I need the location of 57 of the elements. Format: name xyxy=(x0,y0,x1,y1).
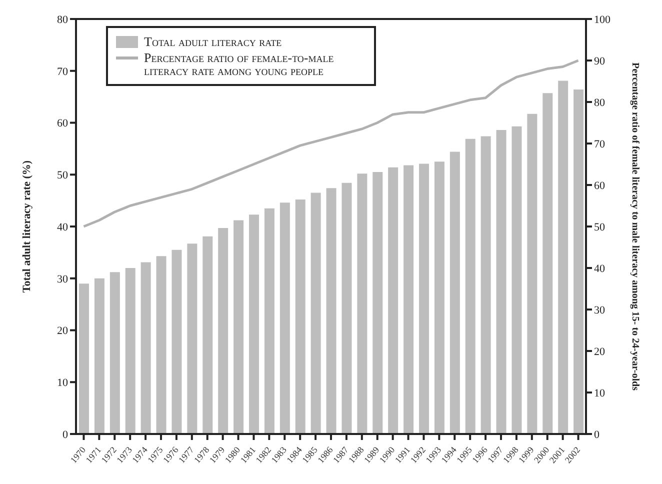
y-tick-label: 20 xyxy=(57,325,68,338)
y2-tick-label: 100 xyxy=(594,14,611,26)
y-tick-label: 80 xyxy=(57,14,68,26)
bar xyxy=(496,130,506,434)
y-axis-title: Total adult literacy rate (%) xyxy=(20,160,33,293)
bar xyxy=(372,172,383,434)
legend-label: Percentage ratio of female-to-male literacy rate among young people xyxy=(144,50,335,78)
bar xyxy=(357,174,368,434)
bar xyxy=(342,182,352,434)
bar xyxy=(125,268,136,434)
bar xyxy=(419,164,429,434)
bar xyxy=(326,188,336,434)
bar xyxy=(249,214,259,434)
bar xyxy=(512,126,522,434)
bar xyxy=(450,152,460,434)
y2-tick-label: 20 xyxy=(594,346,606,358)
y-tick-label: 70 xyxy=(57,66,68,78)
bar xyxy=(280,202,290,434)
bar xyxy=(388,167,398,434)
bar xyxy=(110,272,120,434)
y2-tick-label: 60 xyxy=(594,180,606,192)
bar xyxy=(187,244,198,434)
y-tick-label: 30 xyxy=(57,273,68,286)
y2-tick-label: 0 xyxy=(594,428,600,441)
bar xyxy=(94,278,104,434)
bar xyxy=(79,284,89,434)
y2-axis-title: Percentage ratio of female literacy to male literacy among 15- to 24-year-olds xyxy=(629,62,640,391)
y-tick-label: 0 xyxy=(62,428,68,441)
legend-label: Total adult literacy rate xyxy=(144,34,282,49)
bar xyxy=(574,90,584,434)
y-tick-label: 40 xyxy=(57,221,68,234)
bar xyxy=(172,250,182,434)
y-tick-label: 10 xyxy=(57,377,68,390)
bar xyxy=(542,93,553,434)
bar xyxy=(218,228,228,434)
bar xyxy=(140,262,151,434)
bar xyxy=(465,138,476,434)
y2-tick-label: 90 xyxy=(594,55,606,68)
y2-tick-label: 80 xyxy=(594,96,606,109)
bar xyxy=(480,136,491,434)
y-tick-label: 60 xyxy=(57,118,68,130)
bar xyxy=(558,80,568,434)
y2-tick-label: 30 xyxy=(594,304,606,316)
bar xyxy=(295,200,306,434)
bar xyxy=(202,236,213,434)
bar xyxy=(264,208,274,434)
bar xyxy=(156,256,166,434)
y-tick-label: 50 xyxy=(57,170,68,182)
y2-tick-label: 50 xyxy=(594,221,606,234)
bar xyxy=(527,114,538,434)
y2-tick-label: 10 xyxy=(594,387,606,400)
bar xyxy=(310,192,321,434)
y2-tick-label: 40 xyxy=(594,262,606,275)
bar xyxy=(234,220,244,434)
bar xyxy=(404,165,414,434)
bar xyxy=(434,162,444,434)
y2-tick-label: 70 xyxy=(594,138,606,150)
